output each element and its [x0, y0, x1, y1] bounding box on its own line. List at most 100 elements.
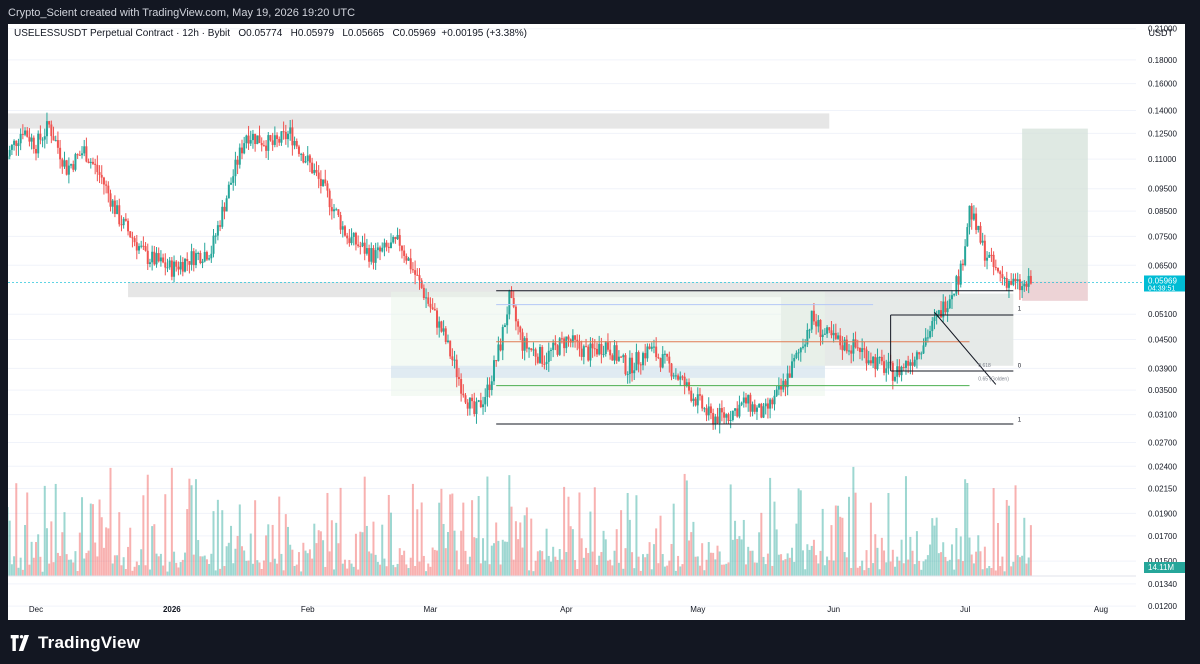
- candle-body: [357, 244, 360, 246]
- volume-bar: [545, 528, 548, 576]
- volume-bar: [931, 518, 934, 576]
- volume-bar: [679, 566, 682, 576]
- volume-bar: [613, 550, 616, 576]
- volume-bar: [644, 557, 647, 576]
- candle-body: [530, 348, 533, 351]
- candle-body: [703, 408, 706, 410]
- volume-bar: [1007, 505, 1010, 576]
- volume-bar: [924, 559, 927, 576]
- volume-bar: [153, 524, 156, 576]
- candle-body: [904, 360, 907, 368]
- candle-body: [815, 321, 818, 327]
- candle-body: [230, 182, 233, 185]
- volume-bar: [576, 568, 579, 576]
- volume-bar: [839, 516, 842, 576]
- volume-bar: [847, 496, 850, 576]
- volume-bar: [240, 546, 243, 576]
- candle-body: [107, 185, 110, 194]
- volume-bar: [751, 550, 754, 576]
- volume-bar: [707, 542, 710, 576]
- volume-bar: [913, 564, 916, 576]
- y-tick-label: 0.01900: [1148, 509, 1177, 518]
- volume-bar: [422, 555, 425, 576]
- volume-bar: [810, 545, 813, 576]
- candle-body: [19, 133, 22, 144]
- candle-body: [716, 416, 719, 424]
- candle-body: [1027, 275, 1030, 287]
- volume-bar: [179, 562, 182, 576]
- candle-body: [10, 144, 13, 150]
- volume-bar: [403, 550, 406, 576]
- volume-bar: [497, 540, 500, 576]
- candle-body: [830, 330, 833, 336]
- candle-body: [32, 137, 35, 150]
- open-value: O0.05774: [238, 28, 283, 39]
- volume-bar: [957, 559, 960, 576]
- candle-body: [854, 339, 857, 348]
- volume-bar: [591, 551, 594, 576]
- candle-body: [762, 406, 765, 418]
- volume-bar: [190, 485, 193, 576]
- volume-bar: [589, 511, 592, 576]
- volume-bar: [994, 570, 997, 576]
- candle-body: [565, 336, 568, 349]
- volume-bar: [922, 561, 925, 576]
- volume-bar: [429, 566, 432, 576]
- volume-bar: [249, 533, 252, 576]
- volume-bar: [76, 571, 79, 576]
- candle-body: [199, 253, 202, 264]
- candle-body: [600, 343, 603, 355]
- volume-bar: [236, 535, 239, 576]
- chart-svg[interactable]: 1 0 1 0.618 0.65 (Golden) 0.21000 0.18000 0.16…: [8, 24, 1185, 620]
- volume-bar: [433, 549, 436, 576]
- candle-body: [164, 262, 167, 268]
- volume-bar: [315, 543, 318, 576]
- volume-bar: [519, 522, 522, 576]
- chart-frame[interactable]: 1 0 1 0.618 0.65 (Golden) 0.21000 0.18000 0.16…: [8, 24, 1185, 620]
- candle-body: [666, 353, 669, 357]
- candle-body: [390, 242, 392, 249]
- volume-bar: [898, 560, 901, 576]
- volume-bar: [657, 563, 660, 576]
- volume-bar: [341, 563, 344, 576]
- volume-bar: [473, 537, 476, 576]
- volume-bar: [400, 555, 403, 576]
- candle-body: [970, 205, 973, 220]
- volume-bar: [28, 564, 31, 576]
- candle-body: [479, 400, 482, 408]
- volume-bar: [333, 569, 336, 576]
- tradingview-logo-icon: [10, 635, 29, 651]
- volume-bar: [50, 521, 53, 576]
- volume-bar: [915, 531, 918, 576]
- candle-body: [1005, 278, 1008, 288]
- candle-body: [446, 340, 449, 342]
- volume-bar: [891, 549, 894, 576]
- candle-body: [113, 200, 116, 214]
- candle-body: [519, 326, 522, 333]
- volume-bar: [880, 537, 883, 576]
- volume-bar: [585, 547, 588, 576]
- volume-bar: [311, 558, 314, 576]
- candle-body: [580, 348, 583, 357]
- volume-bar: [350, 563, 353, 576]
- candle-body: [942, 301, 945, 318]
- volume-bar: [926, 555, 929, 576]
- candle-body: [652, 346, 655, 348]
- tradingview-brand[interactable]: TradingView: [10, 633, 140, 653]
- volume-bar: [271, 524, 274, 576]
- candle-body: [506, 314, 509, 326]
- volume-bar: [127, 546, 130, 576]
- volume-bar: [841, 517, 844, 576]
- candle-body: [661, 354, 664, 368]
- candle-body: [961, 263, 964, 266]
- candle-body: [878, 356, 881, 358]
- volume-bar: [510, 506, 513, 576]
- volume-bar: [902, 563, 905, 576]
- volume-bar: [968, 537, 971, 576]
- volume-bar: [823, 565, 826, 576]
- volume-bar: [140, 549, 143, 576]
- candle-body: [333, 209, 336, 212]
- volume-bar: [131, 570, 134, 576]
- volume-bar: [212, 511, 215, 576]
- volume-bar: [194, 479, 197, 576]
